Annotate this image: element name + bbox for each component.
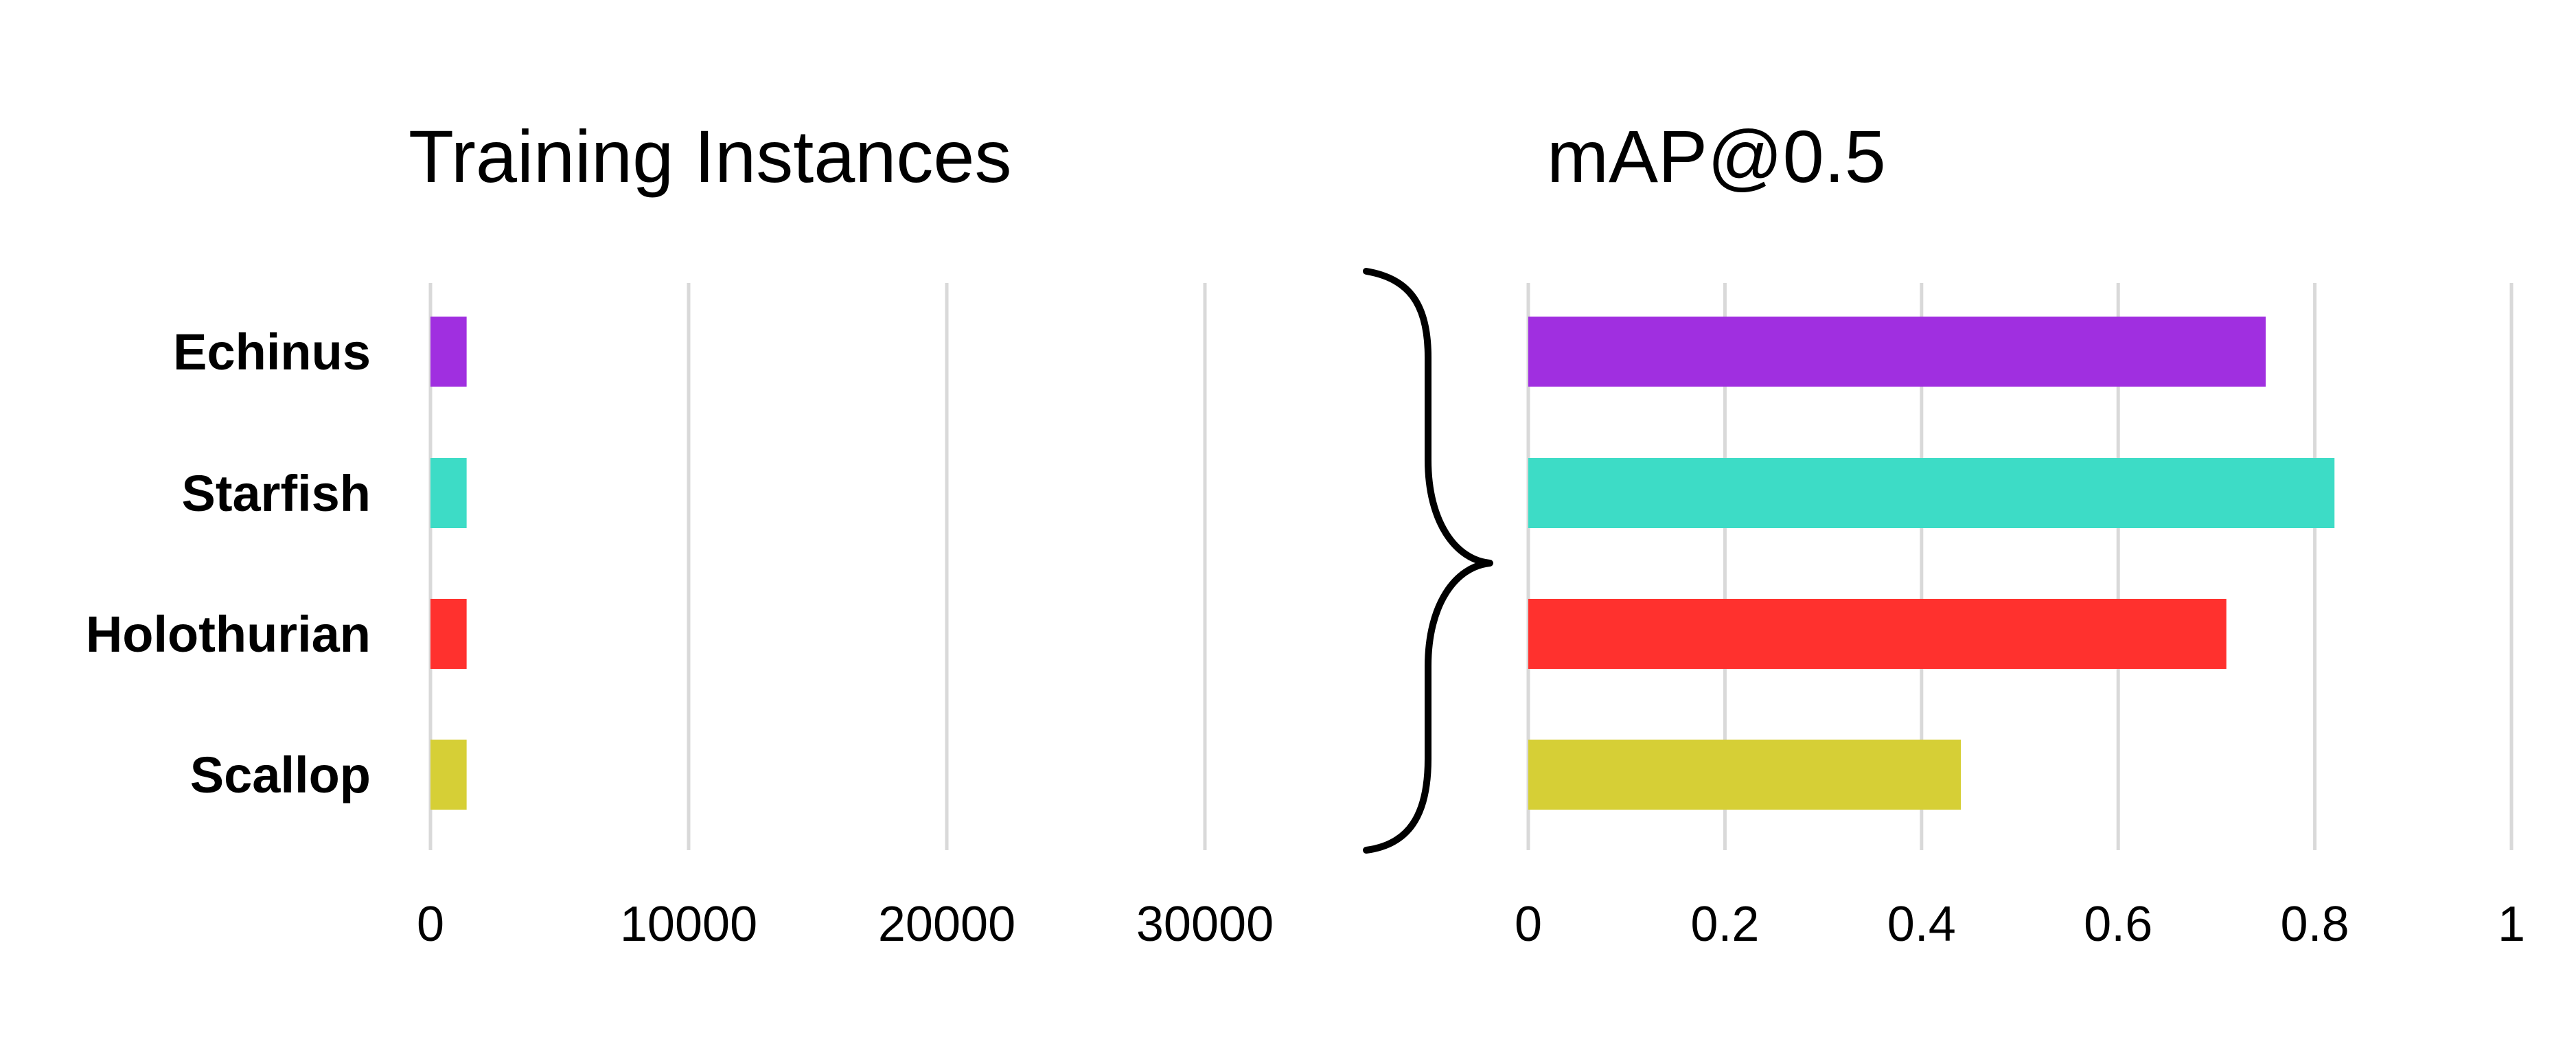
bar-right-holothurian [1528,599,2227,669]
bars-right [1528,317,2335,810]
category-labels: Echinus Starfish Holothurian Scallop [86,323,371,803]
training-instances-chart: Training Instances Echinus Starfish Holoth… [86,115,1274,952]
x-tick-label-right-3: 0.6 [2084,897,2152,952]
x-tick-label-right-4: 0.8 [2281,897,2349,952]
category-label-scallop: Scallop [190,746,371,803]
bars-left [430,317,467,810]
x-tick-label-right-5: 1 [2498,897,2525,952]
bar-left-scallop [430,740,467,810]
category-label-echinus: Echinus [173,323,371,380]
x-tick-label-right-0: 0 [1515,897,1542,952]
bar-left-echinus [430,317,467,387]
x-tick-label-left-2: 20000 [878,897,1015,952]
map-chart: mAP@0.5 0 0.2 0.4 0.6 0.8 1 [1515,115,2525,952]
bar-right-scallop [1528,740,1962,810]
x-tick-labels-left: 0 10000 20000 30000 [417,897,1274,952]
bar-left-holothurian [430,599,467,669]
curly-brace-icon [1363,268,1493,854]
chart-title-map: mAP@0.5 [1547,115,1886,198]
bar-right-echinus [1528,317,2266,387]
chart-title-training-instances: Training Instances [409,115,1011,198]
x-tick-label-left-0: 0 [417,897,444,952]
x-tick-label-right-2: 0.4 [1887,897,1956,952]
bar-right-starfish [1528,458,2335,528]
bar-left-starfish [430,458,467,528]
gridlines-left [428,283,1207,850]
x-tick-labels-right: 0 0.2 0.4 0.6 0.8 1 [1515,897,2525,952]
x-tick-label-right-1: 0.2 [1690,897,1759,952]
x-tick-label-left-1: 10000 [620,897,757,952]
category-label-starfish: Starfish [181,465,371,522]
x-tick-label-left-3: 30000 [1136,897,1274,952]
category-label-holothurian: Holothurian [86,606,371,663]
